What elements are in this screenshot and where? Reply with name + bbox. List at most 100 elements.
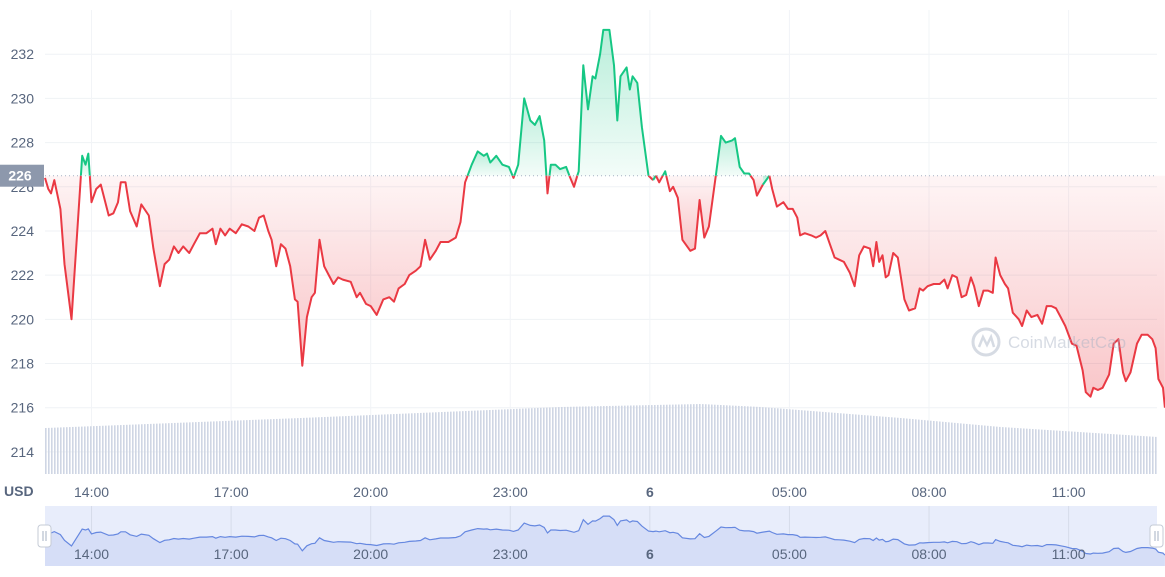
- volume-bar: [702, 404, 704, 474]
- volume-bar: [915, 419, 917, 474]
- volume-bar: [1053, 430, 1055, 474]
- volume-bar: [579, 406, 581, 474]
- volume-bar: [963, 423, 965, 474]
- volume-bar: [501, 409, 503, 474]
- volume-bar: [1077, 431, 1079, 474]
- volume-bar: [60, 427, 62, 474]
- volume-bar: [1074, 431, 1076, 474]
- volume-bar: [165, 423, 167, 474]
- volume-bar: [525, 408, 527, 474]
- volume-bar: [237, 420, 239, 474]
- volume-bar: [951, 422, 953, 474]
- volume-bar: [480, 410, 482, 474]
- volume-bar: [174, 422, 176, 474]
- watermark: CoinMarketCap: [971, 327, 1126, 357]
- volume-bar: [507, 409, 509, 474]
- volume-bar: [912, 419, 914, 474]
- volume-bar: [909, 418, 911, 474]
- volume-bar: [84, 426, 86, 474]
- volume-bar: [624, 405, 626, 474]
- volume-bar: [162, 423, 164, 474]
- line-segment-up: [762, 175, 771, 186]
- volume-bar: [642, 405, 644, 474]
- volume-bar: [204, 421, 206, 474]
- volume-bar: [1038, 429, 1040, 474]
- volume-bar: [504, 409, 506, 474]
- volume-bar: [66, 427, 68, 474]
- volume-bar: [678, 404, 680, 474]
- volume-bar: [714, 404, 716, 474]
- volume-bar: [1041, 429, 1043, 474]
- x-tick-label: 20:00: [353, 484, 388, 500]
- volume-bar: [1044, 429, 1046, 474]
- volume-bar: [819, 411, 821, 474]
- volume-bar: [825, 412, 827, 474]
- volume-bar: [57, 427, 59, 474]
- volume-bar: [201, 421, 203, 474]
- volume-bar: [306, 417, 308, 474]
- volume-bar: [648, 405, 650, 474]
- line-segment-up: [576, 28, 650, 177]
- volume-bar: [1014, 427, 1016, 474]
- navigator-left-handle[interactable]: [37, 524, 52, 548]
- area-below-ref: [666, 175, 716, 251]
- volume-bar: [357, 415, 359, 474]
- volume-bar: [558, 407, 560, 474]
- volume-bar: [129, 424, 131, 474]
- volume-bar: [1116, 434, 1118, 474]
- volume-bar: [549, 407, 551, 474]
- volume-bar: [465, 411, 467, 474]
- volume-bar: [882, 416, 884, 474]
- x-tick-label: 08:00: [911, 484, 946, 500]
- volume-bar: [657, 404, 659, 474]
- volume-bar: [495, 409, 497, 474]
- navigator-right-handle[interactable]: [1149, 524, 1164, 548]
- area-below-ref: [89, 175, 468, 366]
- volume-bar: [990, 426, 992, 474]
- navigator-x-tick-label: 14:00: [74, 546, 109, 562]
- volume-bar: [552, 407, 554, 474]
- volume-bar: [1134, 435, 1136, 474]
- area-fills: [45, 29, 1165, 408]
- volume-bar: [183, 422, 185, 474]
- currency-label: USD: [4, 483, 34, 499]
- volume-bar: [99, 425, 101, 474]
- volume-bar: [342, 416, 344, 474]
- volume-bar: [537, 407, 539, 474]
- volume-bar: [609, 405, 611, 474]
- volume-bar: [156, 423, 158, 474]
- volume-bar: [897, 417, 899, 474]
- volume-bar: [63, 427, 65, 474]
- volume-bar: [627, 405, 629, 474]
- volume-bar: [243, 420, 245, 474]
- volume-bar: [435, 412, 437, 474]
- volume-bar: [540, 407, 542, 474]
- navigator[interactable]: 14:00 17:00 20:00 23:00 6 05:00 08:00 11:00: [37, 506, 1165, 566]
- volume-bar: [786, 409, 788, 474]
- volume-bar: [777, 408, 779, 474]
- volume-bar: [456, 411, 458, 474]
- volume-bar: [780, 408, 782, 474]
- volume-bar: [762, 407, 764, 474]
- volume-bar: [279, 418, 281, 474]
- volume-bar: [477, 410, 479, 474]
- volume-bar: [894, 417, 896, 474]
- volume-bar: [417, 413, 419, 474]
- volume-bar: [390, 414, 392, 474]
- volume-bar: [321, 417, 323, 474]
- line-segment-up: [466, 150, 514, 177]
- volume-bar: [693, 404, 695, 474]
- x-tick-label: 14:00: [74, 484, 109, 500]
- volume-bar: [522, 408, 524, 474]
- volume-bar: [939, 421, 941, 474]
- current-price-marker: 226: [0, 164, 44, 187]
- volume-bar: [705, 404, 707, 474]
- volume-bar: [576, 406, 578, 474]
- volume-bar: [1119, 434, 1121, 474]
- line-segment-down: [647, 174, 654, 181]
- volume-bar: [339, 416, 341, 474]
- volume-bar: [1125, 434, 1127, 474]
- volume-bar: [1056, 430, 1058, 474]
- y-tick-label: 214: [11, 444, 35, 460]
- volume-bar: [561, 406, 563, 474]
